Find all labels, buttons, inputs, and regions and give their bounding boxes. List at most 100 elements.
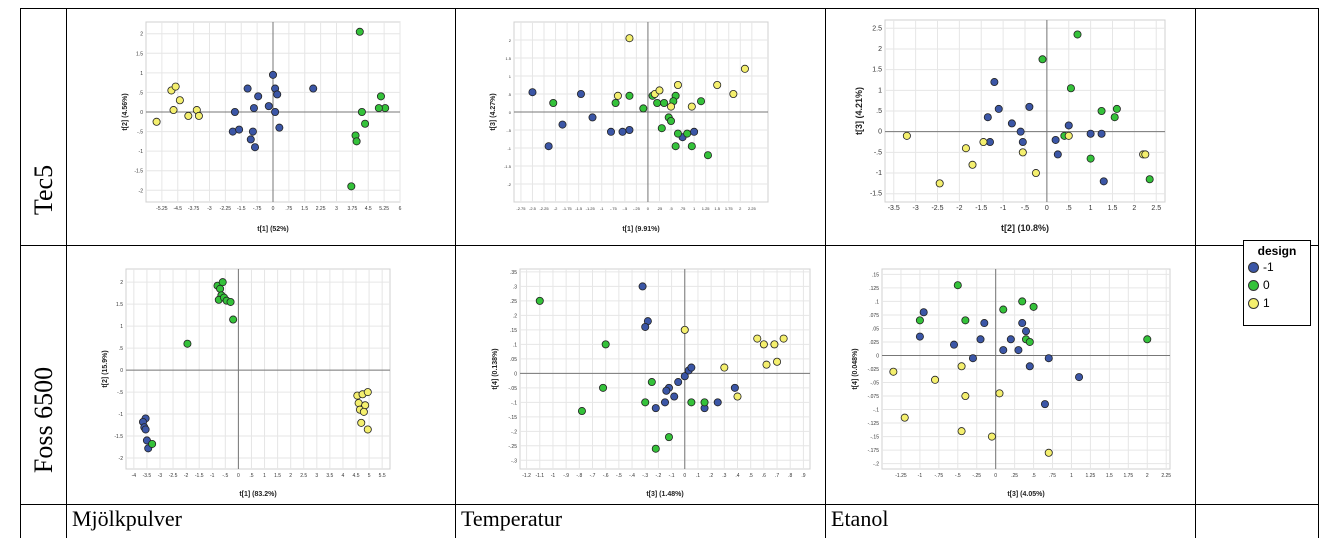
data-point bbox=[968, 354, 977, 363]
x-tick-label: -.5 bbox=[1021, 205, 1029, 212]
x-tick-label: -.25 bbox=[633, 206, 641, 211]
data-point bbox=[690, 127, 699, 136]
x-tick-label: 4.5 bbox=[365, 206, 372, 212]
data-point bbox=[194, 111, 203, 120]
data-point bbox=[1053, 150, 1062, 159]
data-point bbox=[987, 432, 996, 441]
x-tick-label: .8 bbox=[788, 473, 792, 479]
legend-label: 1 bbox=[1263, 296, 1270, 310]
data-point bbox=[544, 142, 553, 151]
y-tick-label: -2 bbox=[139, 188, 144, 194]
data-point bbox=[148, 439, 157, 448]
x-tick-label: 3 bbox=[335, 206, 338, 212]
y-tick-label: 2.5 bbox=[872, 25, 882, 32]
x-tick-label: -1 bbox=[210, 473, 215, 479]
y-tick-label: -.5 bbox=[117, 390, 123, 396]
data-point bbox=[152, 117, 161, 126]
x-tick-label: 6 bbox=[399, 206, 402, 212]
y-tick-label: -1.5 bbox=[504, 164, 512, 169]
y-tick-label: -.075 bbox=[868, 394, 880, 400]
data-point bbox=[273, 90, 282, 99]
x-tick-label: 3.5 bbox=[326, 473, 333, 479]
x-tick-label: .7 bbox=[775, 473, 779, 479]
data-point bbox=[1029, 302, 1038, 311]
chart-svg: -3.5 -3 -2.5 -2 -1.5 -1 -.5 0.5 1 1.5 2 2.5-1.5-1-.… bbox=[855, 19, 1166, 233]
legend-label: 0 bbox=[1263, 278, 1270, 292]
x-tick-label: .2 bbox=[709, 473, 713, 479]
y-tick-label: -2 bbox=[507, 182, 511, 187]
y-tick-label: -.05 bbox=[508, 386, 517, 392]
y-tick-label: .5 bbox=[119, 346, 123, 352]
data-point bbox=[664, 433, 673, 442]
y-tick-label: -1 bbox=[119, 412, 124, 418]
data-point bbox=[613, 91, 622, 100]
x-tick-label: -2 bbox=[554, 206, 558, 211]
chart-svg: -4 -3.5 -3 -2.5 -2 -1.5 -1 -.5 0.5 1 1.5 2 2.5 3 3.5 4 4… bbox=[102, 268, 391, 498]
data-point bbox=[216, 284, 225, 293]
y-tick-label: .1 bbox=[875, 299, 879, 305]
data-point bbox=[950, 340, 959, 349]
data-point bbox=[218, 278, 227, 287]
data-point bbox=[1141, 150, 1150, 159]
y-tick-label: .075 bbox=[869, 313, 879, 319]
data-point bbox=[226, 297, 235, 306]
x-tick-label: 1 bbox=[263, 473, 266, 479]
x-tick-label: 1 bbox=[1070, 473, 1073, 479]
data-point bbox=[1014, 346, 1023, 355]
x-tick-label: -3 bbox=[158, 473, 163, 479]
data-point bbox=[740, 64, 749, 73]
data-point bbox=[264, 102, 273, 111]
y-tick-label: 0 bbox=[514, 371, 517, 377]
y-tick-label: .1 bbox=[513, 342, 517, 348]
data-point bbox=[662, 386, 671, 395]
data-point bbox=[1066, 84, 1075, 93]
data-point bbox=[1086, 154, 1095, 163]
x-tick-label: -.8 bbox=[576, 473, 582, 479]
y-axis-label: t[2] (4.56%) bbox=[122, 93, 129, 130]
x-tick-label: -.75 bbox=[935, 473, 944, 479]
data-point bbox=[697, 97, 706, 106]
y-tick-label: -.025 bbox=[868, 367, 880, 373]
x-tick-label: -2.5 bbox=[931, 205, 943, 212]
x-tick-label: -1 bbox=[600, 206, 604, 211]
data-point bbox=[770, 340, 779, 349]
y-tick-label: 0 bbox=[120, 368, 123, 374]
legend-title: design bbox=[1257, 244, 1297, 258]
x-tick-label: -.1 bbox=[669, 473, 675, 479]
y-tick-label: .15 bbox=[510, 328, 517, 334]
chart-svg: -2.75 -2.5 -2.25 -2 -1.75 -1.5 -1.25 -1 -.75 -.5-… bbox=[490, 21, 769, 233]
y-tick-label: .05 bbox=[510, 357, 517, 363]
data-point bbox=[641, 322, 650, 331]
data-point bbox=[363, 425, 372, 434]
data-point bbox=[983, 113, 992, 122]
data-point bbox=[271, 108, 280, 117]
data-point bbox=[660, 398, 669, 407]
x-tick-label: .75 bbox=[1049, 473, 1056, 479]
data-point bbox=[1018, 319, 1027, 328]
x-tick-label: 1.75 bbox=[1123, 473, 1133, 479]
y-tick-label: 1 bbox=[120, 324, 123, 330]
x-tick-label: 4.5 bbox=[353, 473, 360, 479]
x-axis-label: t[3] (1.48%) bbox=[646, 491, 683, 498]
y-tick-label: .5 bbox=[139, 90, 143, 96]
x-tick-label: -.75 bbox=[610, 206, 618, 211]
legend-item: 1 bbox=[1248, 294, 1310, 312]
x-tick-label: 5.5 bbox=[379, 473, 386, 479]
data-point bbox=[1044, 354, 1053, 363]
data-point bbox=[1025, 362, 1034, 371]
y-tick-label: -1 bbox=[507, 146, 511, 151]
data-point bbox=[251, 143, 260, 152]
x-tick-label: 2.5 bbox=[300, 473, 307, 479]
data-point bbox=[275, 123, 284, 132]
x-tick-label: -1.5 bbox=[975, 205, 987, 212]
data-point bbox=[1044, 448, 1053, 457]
y-axis-label: t[3] (4.27%) bbox=[490, 93, 497, 130]
data-point bbox=[713, 398, 722, 407]
data-point bbox=[1016, 127, 1025, 136]
data-point bbox=[673, 129, 682, 138]
data-point bbox=[700, 398, 709, 407]
data-point bbox=[730, 383, 739, 392]
x-tick-label: 3.75 bbox=[348, 206, 358, 212]
x-tick-label: .25 bbox=[1011, 473, 1018, 479]
x-tick-label: -.25 bbox=[972, 473, 981, 479]
